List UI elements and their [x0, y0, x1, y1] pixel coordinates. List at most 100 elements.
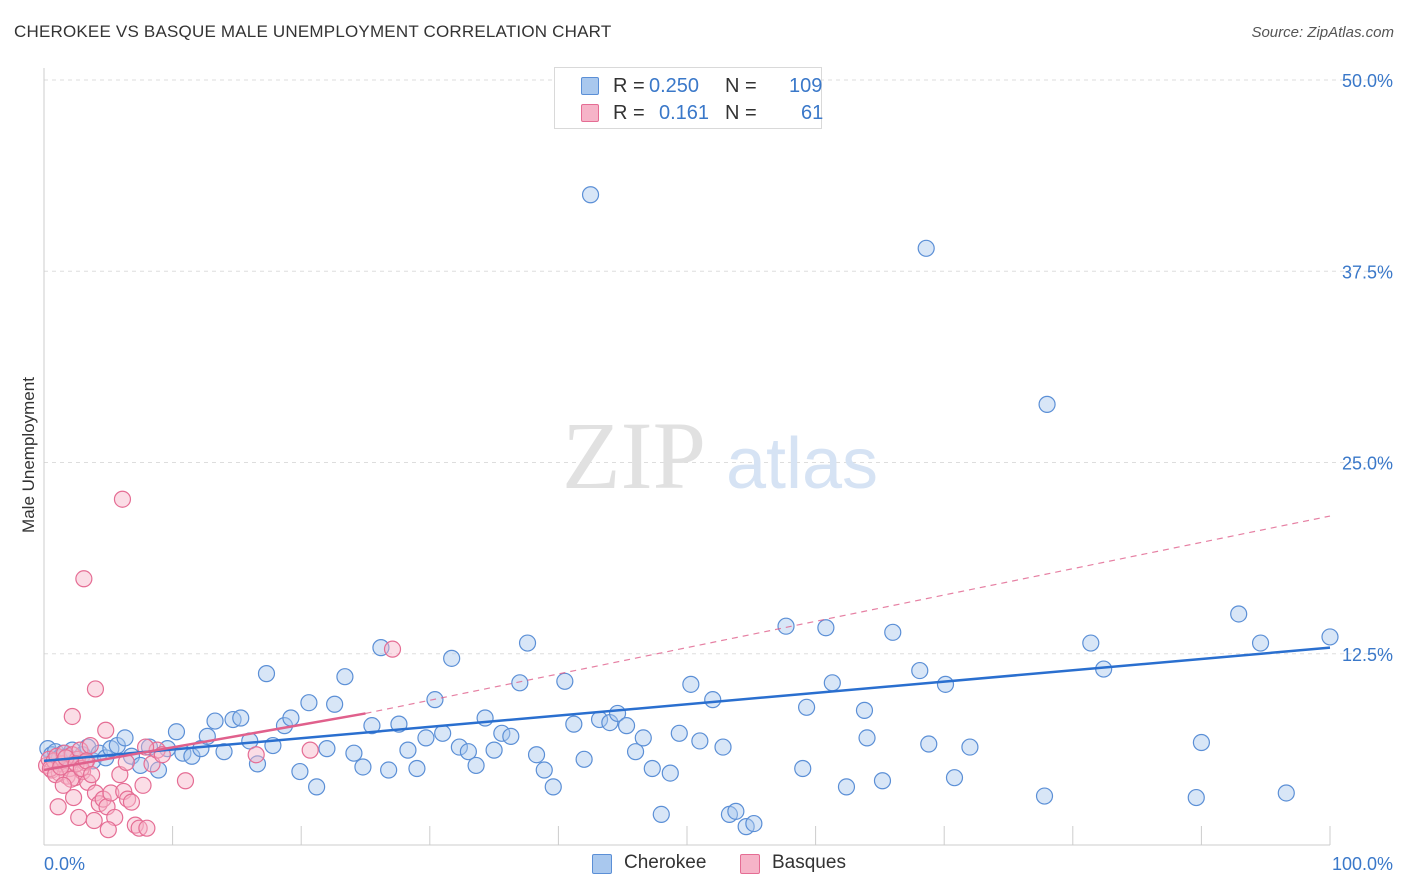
- cherokee-point: [945, 769, 964, 787]
- legend-swatch-basques: [581, 104, 599, 122]
- cherokee-points: [39, 186, 1339, 836]
- basques-trend-line: [43, 712, 366, 772]
- cherokee-point: [855, 701, 874, 719]
- legend-label-basques: Basques: [772, 852, 846, 873]
- cherokee-point: [911, 661, 929, 680]
- legend-swatch-basques: [740, 854, 760, 874]
- legend-label-cherokee: Cherokee: [624, 852, 707, 873]
- cherokee-point: [797, 698, 816, 716]
- cherokee-point: [626, 743, 645, 761]
- cherokee-point: [308, 778, 326, 796]
- legend-r-label: R =: [613, 75, 645, 97]
- basques-point: [102, 784, 120, 802]
- cherokee-point: [745, 814, 763, 833]
- cherokee-point: [581, 186, 600, 204]
- cherokee-point: [354, 758, 372, 776]
- cherokee-point: [565, 715, 583, 733]
- cherokee-point: [1187, 788, 1205, 807]
- cherokee-point: [544, 778, 562, 796]
- basques-trend-extension: [365, 515, 1331, 715]
- trend-lines: [43, 515, 1331, 772]
- cherokee-point: [167, 723, 186, 741]
- cherokee-point: [363, 717, 381, 735]
- cherokee-point: [485, 741, 503, 759]
- basques-point: [85, 811, 103, 830]
- cherokee-point: [300, 694, 318, 712]
- basques-point: [99, 821, 117, 839]
- cherokee-point: [670, 724, 688, 742]
- cherokee-point: [1230, 605, 1248, 623]
- x-tick-label: 0.0%: [44, 854, 85, 874]
- cherokee-point: [661, 764, 679, 782]
- basques-point: [247, 746, 265, 764]
- y-tick-label: 25.0%: [1342, 454, 1393, 474]
- basques-point: [49, 798, 67, 816]
- cherokee-trend-line: [43, 646, 1331, 763]
- cherokee-point: [1192, 733, 1211, 752]
- cherokee-point: [727, 802, 745, 820]
- basques-point: [301, 741, 319, 759]
- cherokee-point: [206, 712, 224, 730]
- cherokee-point: [873, 772, 892, 790]
- basques-point: [86, 680, 105, 698]
- cherokee-point: [1038, 395, 1056, 413]
- cherokee-point: [443, 649, 461, 667]
- cherokee-point: [502, 727, 520, 745]
- cherokee-point: [511, 674, 529, 692]
- cherokee-point: [318, 740, 336, 758]
- cherokee-point: [1277, 784, 1295, 802]
- cherokee-point: [936, 675, 955, 693]
- cherokee-point: [777, 617, 795, 635]
- cherokee-point: [652, 805, 670, 824]
- watermark-zip: ZIP: [562, 402, 706, 509]
- cherokee-point: [682, 675, 700, 693]
- cherokee-point: [961, 738, 979, 756]
- tick-labels: 12.5% 25.0% 37.5% 50.0% 0.0% 100.0%: [44, 71, 1393, 874]
- cherokee-point: [257, 665, 276, 683]
- basques-point: [134, 776, 152, 794]
- cherokee-point: [380, 761, 398, 779]
- cherokee-point: [282, 709, 300, 727]
- y-tick-label: 50.0%: [1342, 71, 1393, 91]
- basques-point: [54, 776, 72, 794]
- legend-r-value: 0.161: [659, 102, 710, 124]
- legend-swatch-cherokee: [592, 854, 612, 874]
- cherokee-point: [518, 634, 537, 652]
- cherokee-point: [858, 729, 876, 747]
- cherokee-point: [1035, 787, 1054, 805]
- cherokee-point: [336, 668, 354, 686]
- cherokee-point: [535, 761, 553, 779]
- y-tick-label: 37.5%: [1342, 262, 1393, 282]
- cherokee-point: [408, 759, 426, 778]
- cherokee-point: [450, 738, 468, 756]
- cherokee-point: [794, 759, 812, 778]
- legend-r-value: 0.250: [649, 75, 700, 97]
- cherokee-point: [556, 672, 574, 690]
- basques-point: [82, 766, 101, 784]
- basques-point: [64, 788, 83, 807]
- basques-point: [70, 808, 88, 827]
- cherokee-point: [691, 732, 709, 750]
- cherokee-point: [116, 729, 134, 747]
- cherokee-point: [326, 695, 344, 713]
- cherokee-point: [884, 623, 902, 641]
- legend-n-value: 109: [789, 75, 823, 97]
- cherokee-point: [823, 674, 841, 692]
- cherokee-point: [643, 759, 661, 778]
- cherokee-point: [617, 717, 636, 735]
- cherokee-point: [291, 762, 309, 781]
- legend-r-label: R =: [613, 102, 645, 124]
- grid-lines: [44, 79, 1394, 655]
- legend-n-label: N =: [725, 102, 757, 124]
- basques-point: [63, 707, 81, 726]
- cherokee-point: [1321, 628, 1339, 646]
- cherokee-point: [837, 778, 856, 796]
- chart-title: CHEROKEE VS BASQUE MALE UNEMPLOYMENT COR…: [14, 22, 612, 41]
- y-axis-label: Male Unemployment: [19, 377, 38, 533]
- cherokee-point: [817, 619, 835, 637]
- legend-n-value: 61: [801, 102, 824, 124]
- axes: [43, 68, 1331, 846]
- cherokee-point: [345, 744, 363, 762]
- basques-point: [383, 640, 402, 658]
